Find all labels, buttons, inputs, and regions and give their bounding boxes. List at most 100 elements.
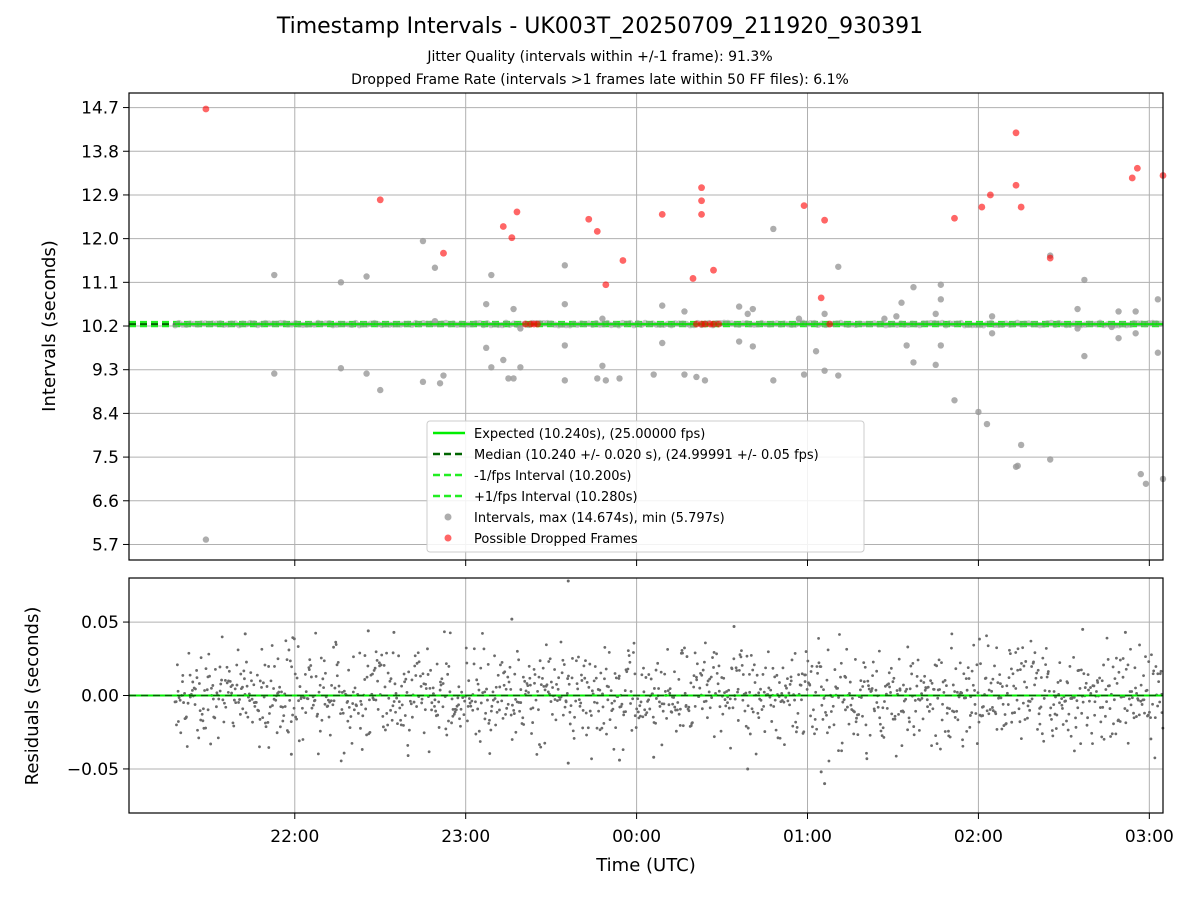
residual-point — [512, 709, 516, 712]
residual-point — [342, 751, 346, 755]
residual-point — [809, 714, 812, 718]
x-tick-label: 03:00 — [1125, 827, 1174, 847]
dropped-frame-point — [698, 210, 705, 218]
residual-point — [267, 665, 271, 668]
residual-point — [1042, 697, 1046, 700]
residual-point — [313, 698, 317, 702]
residual-point — [537, 708, 540, 712]
residual-point — [472, 647, 476, 651]
dropped-frame-point — [534, 320, 541, 328]
residual-point — [250, 679, 253, 683]
residual-point — [1159, 669, 1163, 673]
residual-point — [891, 680, 895, 684]
residual-point — [434, 709, 438, 713]
dropped-frame-point — [1133, 164, 1141, 172]
residual-point — [836, 686, 839, 690]
residual-point — [1139, 699, 1143, 703]
interval-point — [419, 378, 427, 386]
residual-point — [613, 672, 617, 675]
residual-point — [347, 668, 351, 672]
residual-point — [385, 651, 388, 655]
residual-point — [282, 714, 286, 718]
residual-point — [870, 689, 873, 693]
interval-point — [483, 344, 490, 352]
residual-point — [849, 703, 853, 707]
residual-point — [1153, 716, 1157, 720]
residual-point — [882, 735, 886, 739]
residual-point — [700, 707, 704, 711]
residual-point — [789, 675, 793, 679]
residual-point — [386, 723, 390, 727]
residual-point — [297, 699, 300, 703]
residual-point — [1125, 709, 1129, 713]
residual-point — [1026, 716, 1029, 720]
residual-point — [975, 663, 979, 667]
residual-point — [906, 645, 910, 649]
residual-point — [1061, 723, 1065, 726]
intervals-y-tick-label: 12.9 — [81, 186, 119, 206]
residual-point — [1052, 703, 1056, 706]
residual-point — [993, 664, 996, 668]
residual-point — [533, 681, 536, 685]
residual-point — [548, 657, 552, 661]
residual-point — [729, 746, 732, 750]
residual-point — [440, 677, 444, 681]
residual-point — [261, 681, 265, 685]
residual-point — [245, 660, 248, 664]
residual-point — [201, 707, 205, 711]
residual-point — [1021, 701, 1025, 705]
residual-point — [430, 708, 433, 712]
residual-point — [332, 645, 335, 649]
residual-point — [626, 667, 630, 671]
residual-point — [651, 715, 655, 719]
residual-point — [385, 712, 389, 715]
residual-point — [985, 709, 989, 713]
residual-point — [854, 658, 857, 661]
residual-point — [245, 684, 249, 688]
residual-point — [545, 683, 549, 687]
residual-point — [631, 697, 635, 701]
residual-point — [197, 736, 201, 740]
residual-point — [597, 709, 601, 713]
residual-point — [794, 720, 798, 724]
residual-point — [444, 662, 448, 666]
residual-point — [1121, 657, 1125, 660]
residual-point — [329, 699, 333, 703]
residual-point — [1106, 658, 1110, 661]
residual-point — [368, 730, 372, 734]
intervals-grid — [129, 93, 1163, 560]
residual-point — [500, 699, 504, 703]
residual-point — [1086, 716, 1089, 720]
residual-point — [844, 676, 848, 679]
residual-point — [409, 702, 413, 706]
residual-point — [800, 672, 804, 676]
residual-point — [211, 697, 215, 701]
residual-point — [400, 703, 404, 707]
interval-point — [1115, 334, 1122, 342]
residual-point — [504, 687, 508, 691]
residual-point — [243, 632, 247, 636]
residual-point — [360, 748, 364, 751]
dropped-frame-point — [1017, 203, 1025, 211]
residual-point — [894, 754, 898, 758]
residual-point — [413, 654, 417, 658]
intervals-y-tick-label: 7.5 — [92, 448, 119, 468]
residual-point — [419, 674, 422, 678]
residual-point — [769, 688, 773, 692]
interval-point — [561, 262, 569, 269]
residual-point — [716, 682, 720, 686]
interval-point — [1154, 296, 1162, 303]
residual-point — [567, 682, 571, 686]
intervals-y-tick-label: 5.7 — [92, 535, 119, 555]
residual-point — [467, 679, 471, 683]
interval-point — [1017, 441, 1025, 449]
residual-point — [586, 726, 590, 730]
residual-point — [1144, 655, 1147, 659]
residual-point — [1150, 653, 1153, 657]
residual-point — [822, 688, 825, 692]
residual-point — [732, 657, 736, 661]
residual-point — [243, 677, 246, 681]
residual-point — [407, 670, 411, 674]
dropped-frame-point — [698, 184, 705, 192]
residual-point — [786, 699, 790, 703]
